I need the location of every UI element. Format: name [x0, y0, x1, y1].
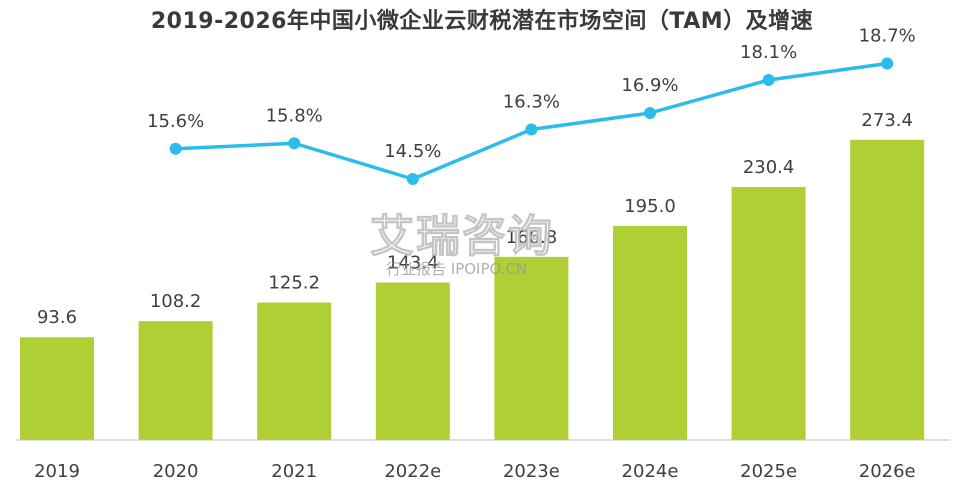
growth-label-2020: 15.6%: [147, 111, 204, 132]
bar-2023e: [494, 256, 569, 440]
x-tick-2025e: 2025e: [740, 461, 797, 482]
bar-label-2025e: 230.4: [743, 157, 795, 178]
bar-label-2022e: 143.4: [387, 253, 439, 274]
x-tick-2026e: 2026e: [859, 461, 916, 482]
bar-2024e: [613, 225, 687, 440]
chart-title: 2019-2026年中国小微企业云财税潜在市场空间（TAM）及增速: [150, 9, 814, 34]
x-tick-2024e: 2024e: [622, 461, 679, 482]
bar-label-2024e: 195.0: [624, 196, 676, 217]
growth-point-2023e: [525, 123, 538, 136]
bar-label-2020: 108.2: [150, 291, 202, 312]
bar-label-2021: 125.2: [268, 273, 320, 294]
growth-label-2024e: 16.9%: [621, 75, 678, 96]
x-tick-2020: 2020: [153, 461, 199, 482]
bar-label-2026e: 273.4: [861, 110, 913, 131]
x-tick-2023e: 2023e: [503, 461, 560, 482]
growth-label-2022e: 14.5%: [384, 141, 441, 162]
growth-point-2026e: [881, 57, 894, 70]
bar-2019: [20, 337, 94, 440]
growth-point-2024e: [644, 107, 656, 119]
x-tick-2021: 2021: [271, 461, 317, 482]
bar-label-2023e: 166.8: [506, 227, 558, 248]
growth-point-2020: [169, 142, 182, 155]
bar-2022e: [375, 282, 450, 440]
growth-point-2025e: [762, 74, 775, 86]
growth-label-2021: 15.8%: [266, 105, 323, 126]
growth-point-2022e: [406, 173, 419, 185]
bar-label-2019: 93.6: [37, 307, 77, 328]
bar-2020: [138, 321, 213, 440]
x-tick-2019: 2019: [34, 461, 80, 482]
growth-label-2023e: 16.3%: [503, 92, 560, 113]
bar-2025e: [731, 187, 806, 440]
growth-point-2021: [288, 137, 301, 150]
x-tick-2022e: 2022e: [384, 461, 441, 482]
bar-2026e: [850, 139, 925, 440]
growth-label-2026e: 18.7%: [859, 26, 916, 47]
bar-2021: [257, 302, 332, 440]
growth-label-2025e: 18.1%: [740, 42, 797, 63]
